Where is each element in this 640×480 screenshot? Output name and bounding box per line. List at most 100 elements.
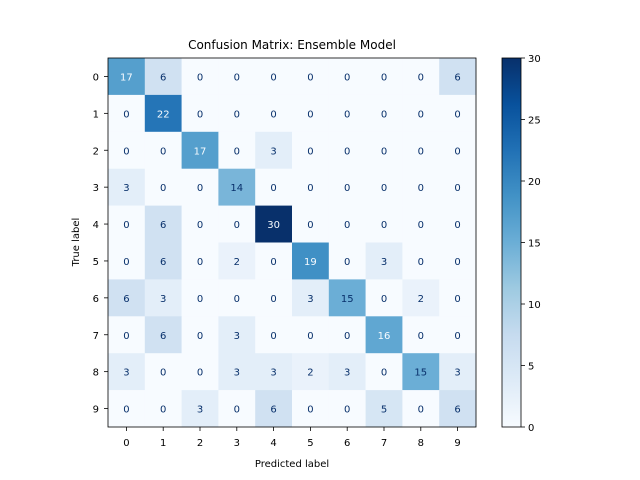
cell-value-label: 15 (414, 368, 427, 379)
cell-value-label: 0 (344, 109, 350, 120)
heatmap-cell (255, 316, 293, 354)
cell-value-label: 0 (270, 257, 276, 268)
heatmap-cell (402, 94, 440, 133)
heatmap-cell (255, 58, 293, 96)
heatmap-cell (292, 168, 330, 206)
heatmap-cell (292, 205, 330, 243)
x-tick-label: 3 (234, 438, 240, 449)
heatmap-cell (439, 316, 477, 354)
cell-value-label: 0 (307, 331, 313, 342)
heatmap-cell (255, 390, 293, 428)
heatmap-cell (402, 353, 440, 391)
heatmap-cell (181, 205, 219, 243)
heatmap-cell (144, 168, 182, 206)
heatmap-cell (218, 94, 256, 133)
cell-value-label: 0 (160, 368, 166, 379)
cell-value-label: 0 (197, 257, 203, 268)
cell-value-label: 0 (418, 146, 424, 157)
heatmap-cell (328, 390, 366, 428)
cell-value-label: 6 (160, 220, 166, 231)
cell-value-label: 0 (234, 294, 240, 305)
heatmap-cell (365, 279, 403, 317)
colorbar (501, 57, 522, 428)
colorbar-tick-label: 0 (528, 423, 534, 434)
cell-value-label: 3 (381, 257, 387, 268)
heatmap-cell (292, 58, 330, 96)
cell-value-label: 0 (381, 183, 387, 194)
y-tick-label: 1 (93, 109, 99, 120)
heatmap-cell (144, 58, 182, 96)
heatmap-cell (108, 316, 146, 354)
x-tick-label: 5 (307, 438, 313, 449)
heatmap-cell (365, 316, 403, 354)
y-tick-label: 6 (93, 294, 99, 305)
cell-value-label: 17 (120, 72, 133, 83)
x-tick-label: 7 (381, 438, 387, 449)
heatmap-cell (402, 390, 440, 428)
heatmap-cell (108, 205, 146, 243)
cell-value-label: 0 (123, 109, 129, 120)
heatmap-cell (292, 390, 330, 428)
y-tick-label: 2 (93, 146, 99, 157)
heatmap-cell (144, 205, 182, 243)
y-axis-label: True label (71, 218, 82, 268)
cell-value-label: 0 (197, 220, 203, 231)
y-tick-label: 3 (93, 183, 99, 194)
heatmap-cell (328, 131, 366, 169)
heatmap-cell (181, 279, 219, 317)
heatmap-cell (144, 94, 182, 133)
x-tick-label: 2 (197, 438, 203, 449)
cell-value-label: 0 (344, 331, 350, 342)
cell-value-label: 3 (234, 331, 240, 342)
heatmap-cell (144, 242, 182, 280)
heatmap-cell (328, 279, 366, 317)
cell-value-label: 0 (123, 405, 129, 416)
chart-title: Confusion Matrix: Ensemble Model (188, 38, 396, 52)
cell-value-label: 22 (157, 109, 170, 120)
cell-value-label: 3 (123, 368, 129, 379)
cell-value-label: 0 (307, 109, 313, 120)
heatmap-cell (218, 131, 256, 169)
cell-value-label: 0 (381, 294, 387, 305)
cell-value-label: 0 (418, 183, 424, 194)
cell-value-label: 3 (270, 146, 276, 157)
colorbar-tick-label: 5 (528, 362, 534, 373)
cell-value-label: 0 (344, 146, 350, 157)
cell-value-label: 0 (234, 405, 240, 416)
cell-value-label: 2 (234, 257, 240, 268)
heatmap-cell (439, 353, 477, 391)
heatmap-cell (402, 279, 440, 317)
heatmap-cell (144, 316, 182, 354)
colorbar-tick-label: 10 (528, 300, 541, 311)
cell-value-label: 0 (344, 257, 350, 268)
heatmap-frame (107, 57, 477, 428)
heatmap-cell (144, 131, 182, 169)
heatmap-cell (439, 279, 477, 317)
heatmap-cell (218, 58, 256, 96)
x-tick-label: 8 (418, 438, 424, 449)
heatmap-cell (108, 58, 146, 96)
cell-value-label: 0 (123, 331, 129, 342)
cell-value-label: 6 (123, 294, 129, 305)
heatmap-cell (292, 94, 330, 133)
cell-value-label: 0 (418, 331, 424, 342)
cell-value-label: 0 (197, 294, 203, 305)
cell-value-label: 0 (344, 220, 350, 231)
heatmap-cell (108, 94, 146, 133)
cell-value-label: 0 (234, 109, 240, 120)
heatmap-cell (365, 168, 403, 206)
cell-value-label: 0 (197, 72, 203, 83)
heatmap-cell (181, 94, 219, 133)
cell-value-label: 0 (270, 183, 276, 194)
cell-value-label: 0 (307, 183, 313, 194)
cell-value-label: 0 (454, 257, 460, 268)
heatmap-cell (328, 205, 366, 243)
heatmap-cell (402, 316, 440, 354)
heatmap-cell (181, 58, 219, 96)
cell-value-label: 14 (230, 183, 243, 194)
cell-value-label: 0 (307, 405, 313, 416)
heatmap-cell (181, 168, 219, 206)
cell-value-label: 6 (160, 257, 166, 268)
cell-value-label: 0 (270, 109, 276, 120)
heatmap-cell (328, 94, 366, 133)
